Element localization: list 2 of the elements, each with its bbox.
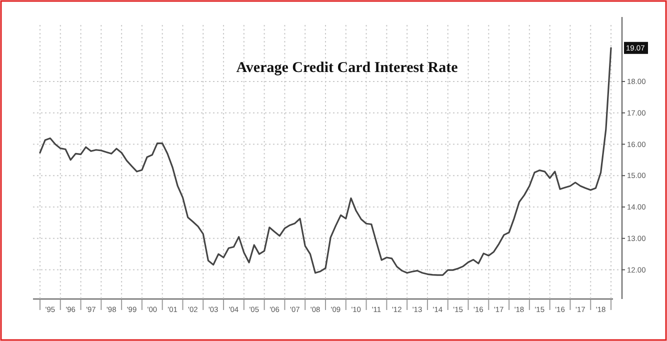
text: Average Credit Card Interest Rate xyxy=(236,60,458,76)
line-series xyxy=(39,47,612,276)
